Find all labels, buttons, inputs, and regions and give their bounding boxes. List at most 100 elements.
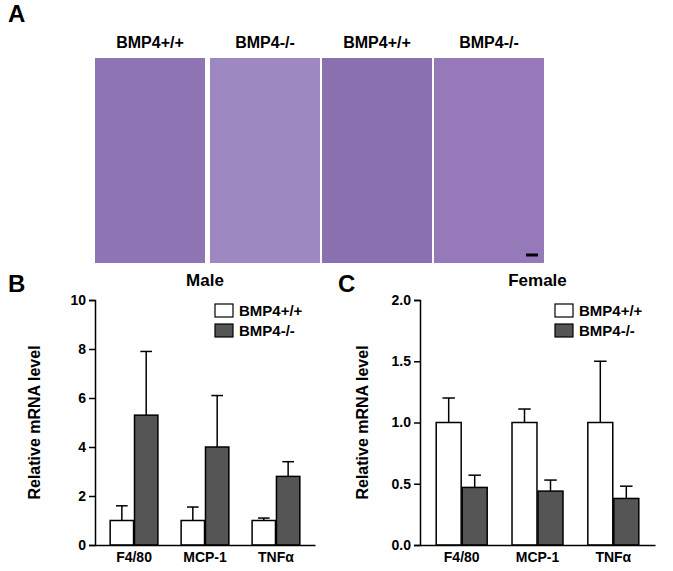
error-stem	[550, 480, 552, 491]
legend-item: BMP4-/-	[215, 322, 295, 339]
tick-label: 2.0	[392, 292, 412, 308]
plot-area	[436, 361, 639, 545]
tick: 0.0	[392, 537, 420, 553]
tick: F4/80	[444, 545, 480, 565]
tick: 1.5	[392, 353, 420, 369]
tick-label: MCP-1	[516, 549, 560, 565]
error-bar	[620, 486, 632, 498]
image-label: BMP4+/+	[343, 34, 411, 51]
tick-mark	[414, 300, 420, 302]
error-bar	[211, 396, 223, 447]
plot-area	[110, 351, 300, 545]
tick-mark	[89, 349, 95, 351]
tick: 0.5	[392, 476, 420, 492]
panel-label: B	[8, 270, 25, 297]
bar	[512, 423, 537, 546]
tick-label: 8	[78, 341, 86, 357]
chart: 0246810F4/80MCP-1TNFαMaleBMP4+/+BMP4-/-	[70, 271, 315, 565]
legend-swatch	[215, 324, 233, 337]
error-cap	[258, 517, 270, 519]
tick: 2.0	[392, 292, 420, 308]
bar	[436, 423, 461, 546]
axis-line	[89, 301, 96, 546]
legend-item: BMP4+/+	[555, 302, 643, 319]
tick-mark	[89, 545, 95, 547]
chart-title: Male	[186, 271, 224, 290]
histology-panel: BMP4+/+	[322, 34, 432, 263]
tick-mark	[414, 545, 420, 547]
chart-title: Female	[508, 271, 567, 290]
error-cap	[594, 361, 606, 363]
tick-label: 1.0	[392, 414, 412, 430]
tick-label: TNFα	[595, 549, 631, 565]
error-cap	[140, 351, 152, 353]
error-stem	[524, 409, 526, 422]
error-stem	[448, 398, 450, 423]
tick-mark	[414, 361, 420, 363]
error-stem	[287, 462, 289, 477]
figure: ABCBMP4+/+BMP4-/-BMP4+/+BMP4-/-0246810F4…	[0, 0, 673, 571]
tick: 6	[78, 390, 95, 406]
tick: 4	[78, 439, 95, 455]
error-cap	[544, 479, 556, 481]
legend-label: BMP4-/-	[239, 322, 295, 339]
x-axis: F4/80 MCP-1 TNFα	[96, 545, 316, 565]
bar	[462, 487, 487, 545]
tick: 2	[78, 488, 95, 504]
tick-mark	[89, 496, 95, 498]
bar	[252, 521, 275, 546]
error-cap	[442, 397, 454, 399]
image-label: BMP4-/-	[459, 34, 519, 51]
y-axis: 0246810	[70, 292, 95, 553]
legend: BMP4+/+ BMP4-/-	[555, 302, 643, 339]
error-bar	[468, 475, 480, 487]
error-stem	[145, 351, 147, 415]
tick: 1.0	[392, 414, 420, 430]
error-cap	[468, 474, 480, 476]
tick: 0	[78, 537, 95, 553]
tick-label: 0	[78, 537, 86, 553]
error-stem	[474, 475, 476, 487]
error-bar	[442, 398, 454, 423]
x-axis: F4/80 MCP-1 TNFα	[421, 545, 656, 565]
y-axis: 0.0 0.5 1.0 1.5 2.0	[392, 292, 421, 553]
histology-image	[434, 58, 544, 263]
error-stem	[121, 506, 123, 521]
histology-image	[95, 58, 205, 263]
tick-mark	[89, 447, 95, 449]
legend-label: BMP4+/+	[239, 302, 303, 319]
error-stem	[626, 486, 628, 498]
bar	[135, 415, 158, 545]
error-cap	[282, 461, 294, 463]
bar	[588, 423, 613, 546]
axis-line	[414, 301, 421, 546]
error-bar	[282, 462, 294, 477]
error-cap	[116, 505, 128, 507]
tick: MCP-1	[183, 545, 227, 565]
histology-panel: BMP4-/-	[210, 34, 320, 263]
error-stem	[192, 507, 194, 520]
image-label: BMP4-/-	[235, 34, 295, 51]
tick-mark	[89, 300, 95, 302]
tick-label: F4/80	[444, 549, 480, 565]
error-cap	[211, 395, 223, 397]
axis-line	[96, 545, 316, 547]
error-cap	[620, 485, 632, 487]
tick-label: 0.5	[392, 476, 412, 492]
tick: TNFα	[258, 545, 294, 565]
axis-line	[421, 545, 656, 547]
error-bar	[140, 351, 152, 415]
tick-mark	[414, 422, 420, 424]
legend-item: BMP4-/-	[555, 322, 635, 339]
legend-label: BMP4+/+	[579, 302, 643, 319]
panel-label: A	[8, 0, 25, 27]
bar	[538, 491, 563, 545]
error-stem	[216, 396, 218, 447]
bar	[205, 447, 228, 545]
tick: F4/80	[116, 545, 152, 565]
bar	[110, 521, 133, 546]
error-bar	[187, 507, 199, 520]
tick-label: 1.5	[392, 353, 412, 369]
bar	[276, 476, 299, 545]
tick: 8	[78, 341, 95, 357]
